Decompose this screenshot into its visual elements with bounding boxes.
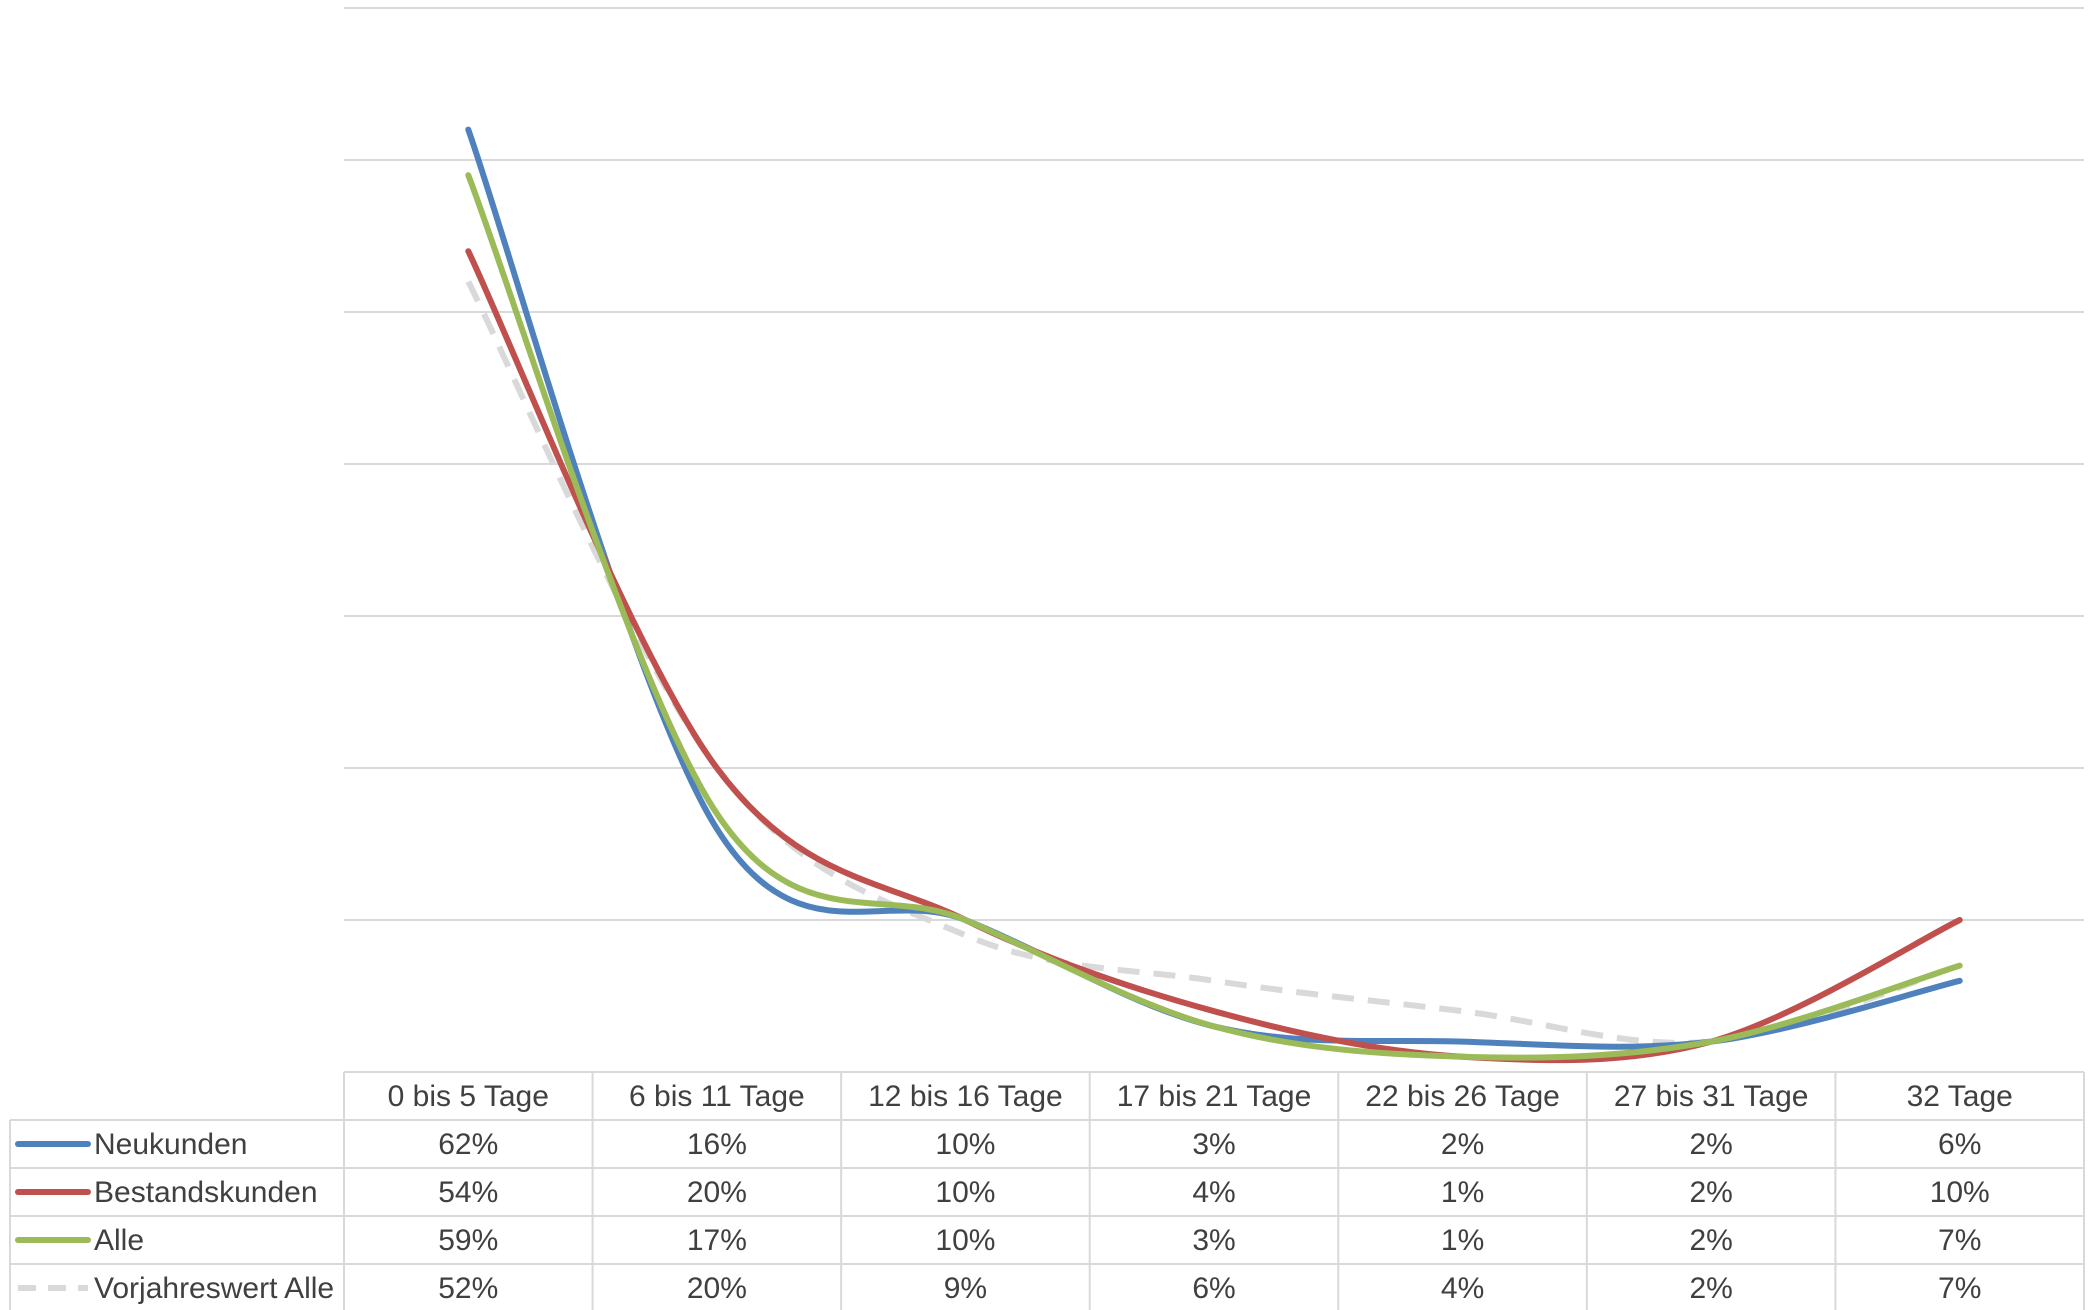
data-label: 62% [438,1128,498,1161]
category-label: 12 bis 16 Tage [868,1080,1063,1113]
data-label: 10% [1930,1176,1990,1209]
gridlines [344,7,2084,921]
legend-label: Bestandskunden [94,1176,318,1209]
data-label: 2% [1689,1272,1732,1305]
data-label: 9% [944,1272,987,1305]
series-line-0 [465,126,1963,1050]
data-label: 1% [1441,1224,1484,1257]
series-lines [465,126,1963,1064]
series-line-2 [465,172,1963,1061]
category-label: 27 bis 31 Tage [1614,1080,1809,1113]
data-label: 10% [935,1128,995,1161]
series-line-1 [465,248,1963,1064]
data-label: 3% [1192,1224,1235,1257]
data-label: 2% [1689,1224,1732,1257]
data-label: 4% [1192,1176,1235,1209]
category-label: 17 bis 21 Tage [1117,1080,1312,1113]
data-label: 20% [687,1272,747,1305]
data-label: 10% [935,1176,995,1209]
data-label: 59% [438,1224,498,1257]
category-label: 6 bis 11 Tage [629,1080,805,1113]
data-table: 0 bis 5 Tage 6 bis 11 Tage 12 bis 16 Tage 1… [9,1071,2085,1310]
data-label: 4% [1441,1272,1484,1305]
data-label: 10% [935,1224,995,1257]
data-label: 20% [687,1176,747,1209]
data-label: 16% [687,1128,747,1161]
series-line-3 [465,280,1961,1046]
data-label: 2% [1689,1176,1732,1209]
data-label: 54% [438,1176,498,1209]
data-label: 6% [1192,1272,1235,1305]
category-label: 32 Tage [1907,1080,2013,1113]
data-label: 52% [438,1272,498,1305]
category-label: 0 bis 5 Tage [388,1080,549,1113]
data-label: 2% [1689,1128,1732,1161]
data-label: 7% [1938,1224,1981,1257]
legend-label: Alle [94,1224,144,1257]
category-label: 22 bis 26 Tage [1365,1080,1560,1113]
data-label: 2% [1441,1128,1484,1161]
legend-label: Neukunden [94,1128,247,1161]
data-label: 17% [687,1224,747,1257]
data-label: 1% [1441,1176,1484,1209]
data-label: 3% [1192,1128,1235,1161]
legend-label: Vorjahreswert Alle [94,1272,334,1305]
data-label: 6% [1938,1128,1981,1161]
data-label: 7% [1938,1272,1981,1305]
